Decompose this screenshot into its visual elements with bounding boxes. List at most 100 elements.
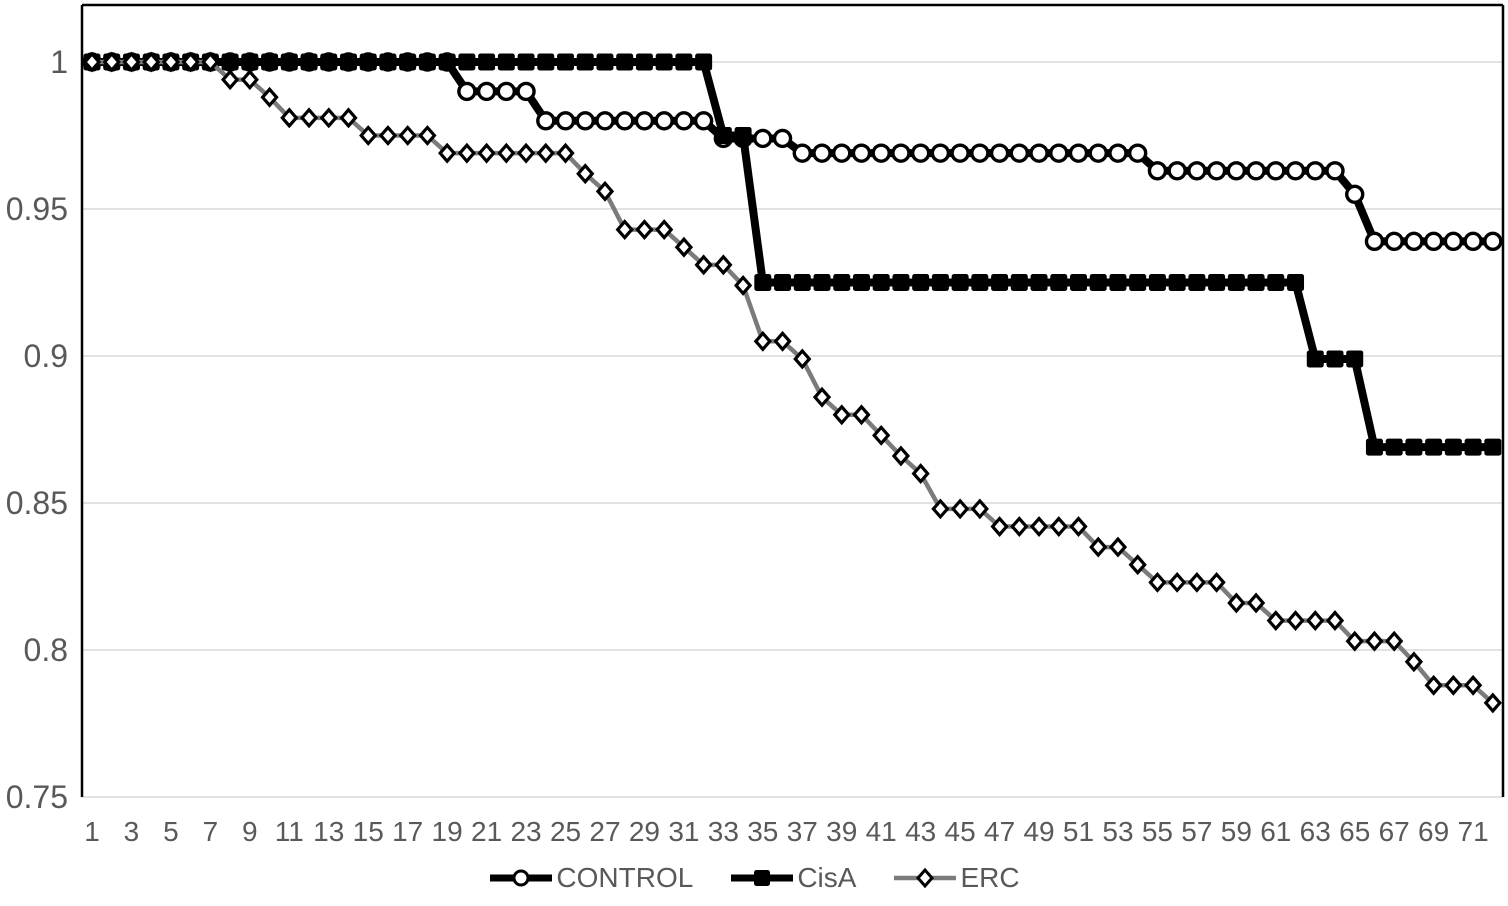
cisa-marker (320, 53, 338, 71)
cisa-marker (695, 53, 713, 71)
erc-marker (1483, 692, 1502, 714)
control-marker (457, 81, 477, 102)
erc-marker (1148, 571, 1167, 593)
x-tick-label: 5 (163, 816, 179, 847)
cisa-marker (497, 53, 515, 71)
cisa-marker (1464, 438, 1482, 456)
erc-marker (1168, 571, 1187, 593)
control-marker (1266, 161, 1286, 181)
control-marker (812, 143, 832, 163)
x-tick-label: 69 (1418, 816, 1449, 847)
erc-marker (872, 424, 891, 446)
control-marker (772, 128, 793, 149)
control-marker (1285, 161, 1306, 181)
legend-item-cisa[interactable]: CisA (729, 864, 856, 892)
cisa-marker (1030, 274, 1048, 291)
control-marker (674, 111, 694, 131)
cisa-marker (1010, 274, 1028, 291)
erc-marker (733, 275, 753, 296)
cisa-marker (793, 274, 811, 291)
control-marker (595, 111, 615, 131)
cisa-marker (1306, 350, 1324, 368)
cisa-marker (991, 274, 1009, 291)
cisa-marker (458, 53, 476, 71)
legend-item-erc[interactable]: ERC (892, 862, 1020, 893)
erc-marker (1286, 610, 1305, 632)
control-marker (753, 128, 773, 149)
cisa-marker (1326, 350, 1344, 368)
erc-marker (280, 107, 299, 129)
cisa-marker (951, 274, 969, 291)
erc-marker (398, 125, 417, 146)
x-tick-label: 63 (1300, 816, 1331, 847)
erc-marker (832, 404, 851, 426)
erc-marker (339, 107, 358, 129)
erc-marker (181, 51, 200, 73)
cisa-marker (339, 53, 357, 71)
erc-marker (773, 330, 792, 352)
erc-marker (990, 516, 1009, 537)
x-tick-label: 23 (510, 816, 541, 847)
x-tick-label: 35 (747, 816, 778, 847)
y-tick-label: 0.8 (24, 632, 68, 668)
x-tick-label: 57 (1181, 816, 1212, 847)
control-marker (536, 111, 556, 131)
erc-marker (240, 69, 259, 91)
cisa-marker (971, 274, 989, 291)
control-marker (1423, 231, 1444, 252)
erc-marker (142, 51, 161, 73)
erc-marker (82, 51, 102, 73)
erc-marker (1089, 536, 1108, 558)
cisa-marker (813, 274, 831, 291)
erc-marker (457, 142, 476, 164)
x-tick-label: 61 (1260, 816, 1291, 847)
x-tick-label: 9 (242, 816, 258, 847)
erc-marker (615, 219, 634, 241)
cisa-marker (675, 53, 693, 71)
erc-marker (911, 463, 930, 485)
x-tick-label: 19 (432, 816, 463, 847)
legend-label-erc: ERC (960, 862, 1020, 893)
x-tick-label: 59 (1221, 816, 1252, 847)
legend-item-control[interactable]: CONTROL (488, 864, 693, 892)
control-marker (930, 143, 951, 163)
x-tick-label: 71 (1458, 816, 1489, 847)
erc-marker (1463, 674, 1483, 696)
erc-marker (201, 51, 220, 73)
cisa-marker (931, 274, 949, 291)
control-marker (1246, 161, 1266, 181)
cisa-marker (1247, 274, 1265, 291)
erc-marker (1325, 610, 1345, 632)
erc-marker (931, 498, 950, 520)
cisa-marker (774, 274, 792, 291)
cisa-marker (557, 53, 575, 71)
erc-marker (1424, 674, 1443, 696)
control-marker (634, 111, 655, 131)
cisa-marker (280, 53, 298, 71)
erc-marker (595, 180, 615, 202)
erc-marker (1207, 571, 1226, 593)
control-marker (950, 143, 970, 163)
control-legend-marker (490, 869, 553, 887)
x-tick-label: 41 (866, 816, 897, 847)
erc-marker (1128, 554, 1147, 576)
control-marker (1068, 143, 1089, 163)
cisa-marker (1346, 350, 1364, 368)
erc-marker (497, 142, 516, 164)
cisa-marker (478, 53, 496, 71)
cisa-marker (300, 53, 318, 71)
control-marker (654, 111, 674, 131)
erc-marker (122, 51, 141, 73)
cisa-marker (418, 53, 436, 71)
control-marker (575, 111, 595, 131)
y-tick-label: 0.9 (24, 338, 68, 374)
erc-marker (793, 348, 812, 370)
y-tick-label: 0.95 (6, 191, 68, 227)
x-tick-label: 27 (589, 816, 620, 847)
control-marker (1009, 143, 1030, 163)
cisa-marker (1070, 274, 1087, 291)
control-marker (1206, 161, 1227, 181)
erc-marker (1246, 592, 1266, 614)
erc-marker (418, 125, 437, 146)
